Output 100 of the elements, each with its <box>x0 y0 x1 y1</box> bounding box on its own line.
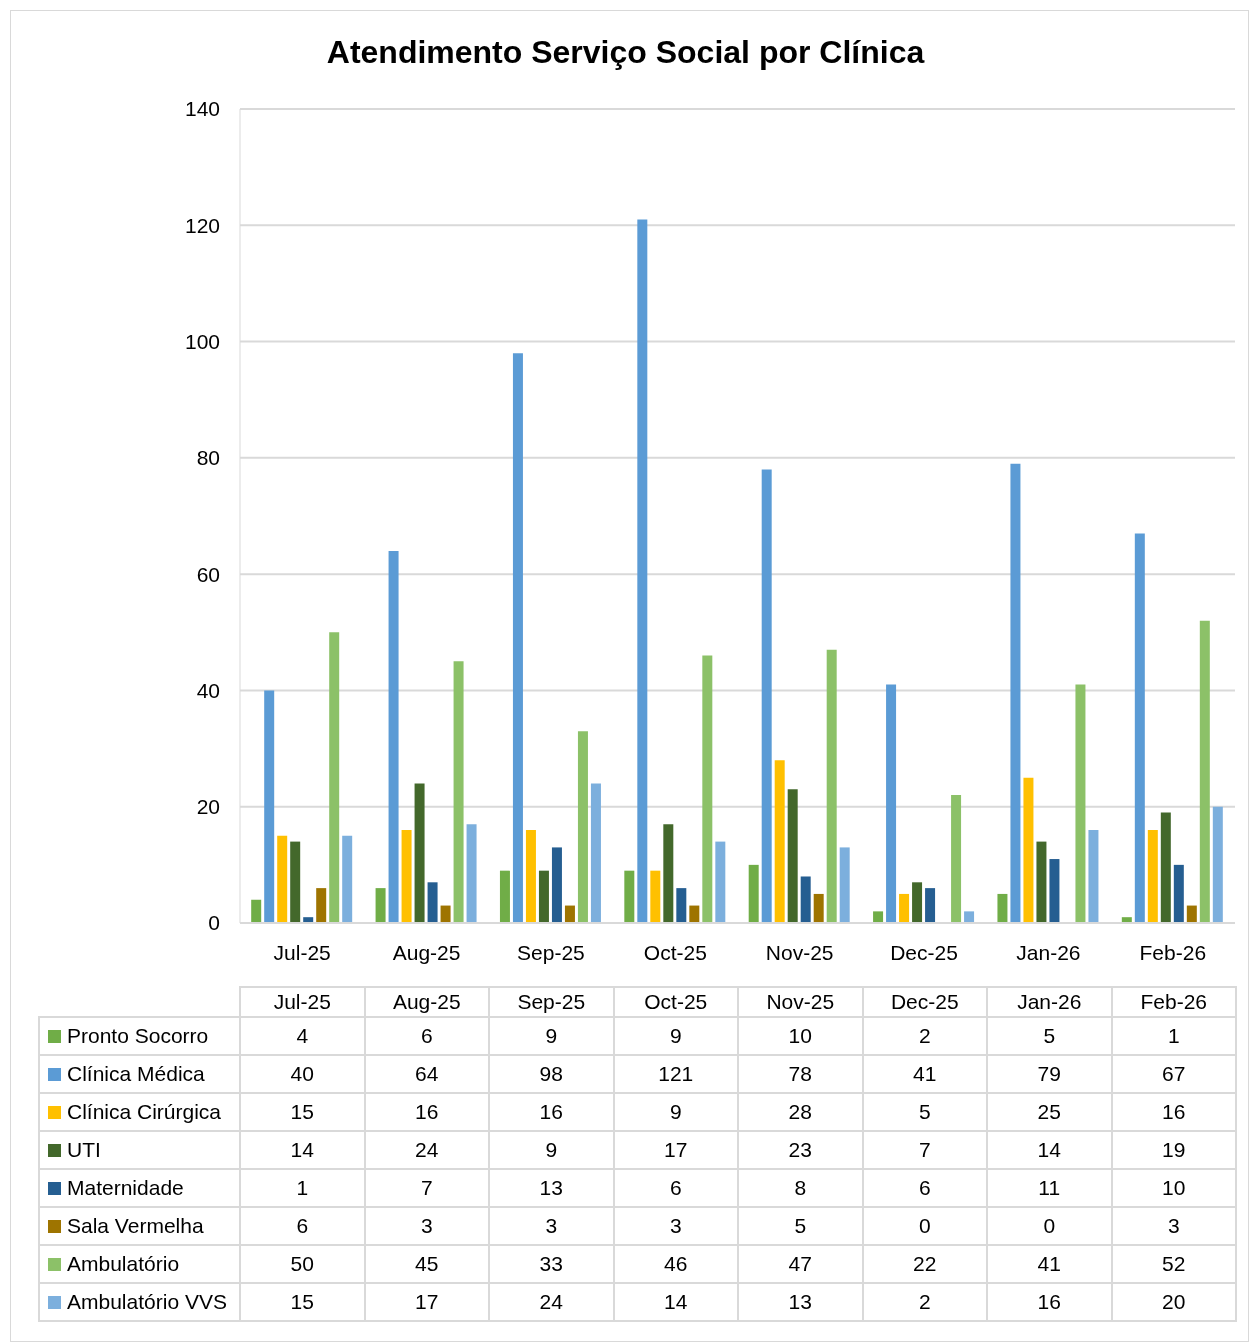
data-label: 16 <box>489 1093 614 1131</box>
data-label: 3 <box>364 1207 489 1245</box>
legend-label: Ambulatório <box>39 1245 240 1283</box>
x-tick-label: Aug-25 <box>392 940 461 964</box>
data-label: 67 <box>1111 1055 1236 1093</box>
data-label: 16 <box>1111 1093 1236 1131</box>
bar <box>1160 812 1171 923</box>
bar <box>787 789 798 923</box>
bar <box>826 649 837 923</box>
data-label: 15 <box>240 1283 365 1321</box>
data-label: 9 <box>489 1131 614 1169</box>
bar <box>388 550 399 923</box>
x-tick-label: Dec-25 <box>890 940 958 964</box>
data-label: 7 <box>364 1169 489 1207</box>
bar <box>551 847 562 923</box>
bar <box>800 876 811 923</box>
data-label: 5 <box>862 1093 987 1131</box>
bar <box>590 783 601 923</box>
data-label: 9 <box>613 1093 738 1131</box>
data-label: 7 <box>862 1131 987 1169</box>
data-label: 10 <box>1111 1169 1236 1207</box>
data-label: 4 <box>240 1017 365 1055</box>
bar <box>964 911 975 923</box>
bar <box>1173 864 1184 923</box>
data-label: 79 <box>987 1055 1112 1093</box>
data-label: 14 <box>613 1283 738 1321</box>
category-label: Nov-25 <box>766 990 835 1013</box>
data-label: 41 <box>862 1055 987 1093</box>
legend-label: Clínica Cirúrgica <box>39 1093 240 1131</box>
data-label: 28 <box>738 1093 863 1131</box>
bar <box>886 684 897 923</box>
bar <box>748 864 759 923</box>
data-label: 121 <box>613 1055 738 1093</box>
data-label: 33 <box>489 1245 614 1283</box>
bar <box>466 824 477 923</box>
bar <box>329 632 340 923</box>
data-label: 2 <box>862 1283 987 1321</box>
x-tick-label: Nov-25 <box>765 940 834 964</box>
bar <box>624 870 635 923</box>
legend-label: Clínica Médica <box>39 1055 240 1093</box>
data-label: 8 <box>738 1169 863 1207</box>
x-tick-label: Jan-26 <box>1016 940 1081 964</box>
bar <box>1134 533 1145 923</box>
bar <box>414 783 425 923</box>
data-label: 3 <box>613 1207 738 1245</box>
bar <box>1147 829 1158 923</box>
data-label: 17 <box>364 1283 489 1321</box>
bar <box>997 893 1008 923</box>
data-label: 41 <box>987 1245 1112 1283</box>
bar <box>342 835 353 923</box>
data-label: 19 <box>1111 1131 1236 1169</box>
y-tick-label: 60 <box>196 562 220 586</box>
bar <box>512 353 523 923</box>
data-label: 46 <box>613 1245 738 1283</box>
data-label: 40 <box>240 1055 365 1093</box>
data-label: 14 <box>987 1131 1112 1169</box>
data-label: 3 <box>489 1207 614 1245</box>
y-tick-label: 140 <box>184 97 220 121</box>
bar <box>839 847 850 923</box>
chart-title: Atendimento Serviço Social por Clínica <box>325 34 926 71</box>
bar <box>925 888 936 923</box>
data-label: 13 <box>738 1283 863 1321</box>
bar <box>663 824 674 923</box>
data-label: 47 <box>738 1245 863 1283</box>
bar <box>290 841 301 923</box>
bar <box>774 760 785 923</box>
data-label: 6 <box>364 1017 489 1055</box>
legend-label: UTI <box>39 1131 240 1169</box>
bar <box>912 882 923 923</box>
bar <box>637 219 648 923</box>
bar <box>427 882 438 923</box>
bar <box>676 888 687 923</box>
bar <box>316 888 327 923</box>
legend-label: Maternidade <box>39 1169 240 1207</box>
data-label: 24 <box>364 1131 489 1169</box>
data-label: 5 <box>987 1017 1112 1055</box>
bar <box>951 795 962 923</box>
data-label: 45 <box>364 1245 489 1283</box>
data-label: 0 <box>987 1207 1112 1245</box>
x-tick-label: Jul-25 <box>273 940 331 964</box>
data-label: 1 <box>240 1169 365 1207</box>
data-label: 15 <box>240 1093 365 1131</box>
data-label: 20 <box>1111 1283 1236 1321</box>
data-label: 50 <box>240 1245 365 1283</box>
data-label: 10 <box>738 1017 863 1055</box>
bar <box>577 731 588 923</box>
data-label: 3 <box>1111 1207 1236 1245</box>
category-label: Feb-26 <box>1140 990 1208 1013</box>
data-label: 9 <box>613 1017 738 1055</box>
bar <box>1212 806 1223 923</box>
bar <box>650 870 661 923</box>
bar <box>440 905 451 923</box>
bar <box>264 690 275 923</box>
data-label: 16 <box>987 1283 1112 1321</box>
bar <box>761 469 772 923</box>
data-label: 23 <box>738 1131 863 1169</box>
category-label: Jan-26 <box>1017 990 1082 1013</box>
y-tick-label: 80 <box>196 446 220 470</box>
data-label: 64 <box>364 1055 489 1093</box>
data-label: 22 <box>862 1245 987 1283</box>
